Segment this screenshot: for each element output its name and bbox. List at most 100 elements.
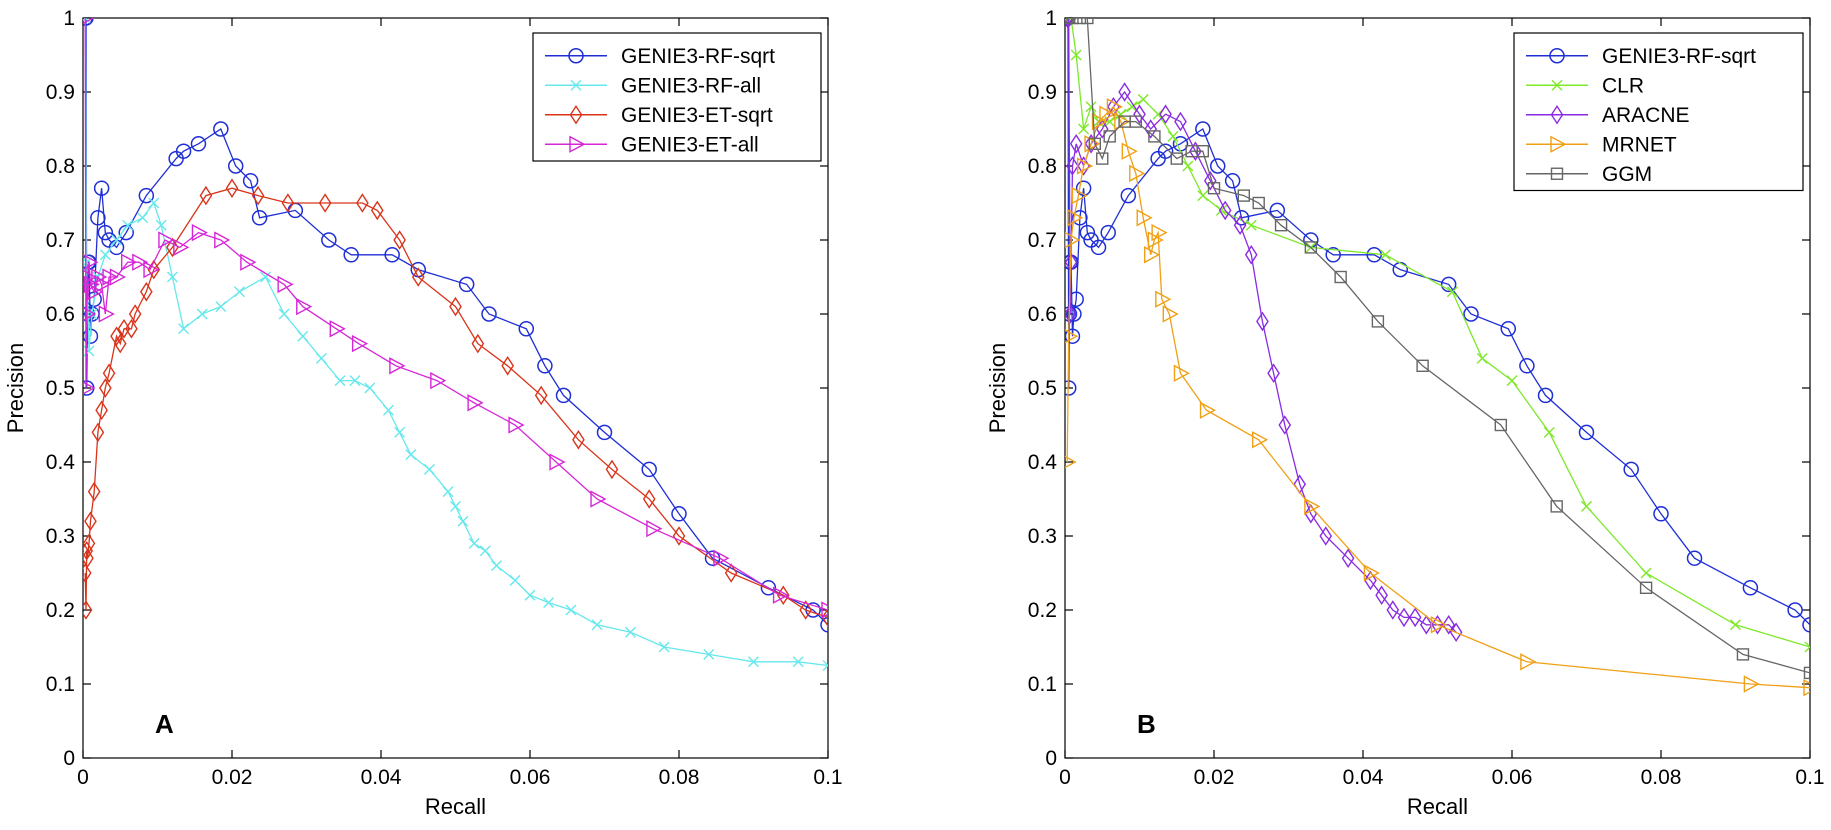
panel-a-series-genie3-et-sqrt-point: [642, 489, 656, 509]
panel-b-series-aracne-point: [1364, 570, 1377, 591]
panel-b-series-aracne-point: [1065, 304, 1077, 324]
panel-b-series-clr-point: [1167, 130, 1179, 142]
panel-a-series-genie3-et-all-point: [389, 357, 406, 375]
panel-a-series-genie3-rf-all-point: [703, 648, 715, 660]
panel-a-series-genie3-et-sqrt-point: [672, 526, 686, 546]
panel-a-ytick-label: 0.1: [46, 673, 75, 696]
panel-b-series-aracne-point: [1256, 311, 1269, 332]
panel-a-series-genie3-et-sqrt-point: [318, 193, 332, 213]
panel-b-series-clr-point: [1078, 123, 1090, 135]
panel-b-ytick-label: 0.2: [1028, 599, 1057, 622]
panel-b-legend-swatch-marker: [1551, 79, 1563, 91]
panel-b-series-mrnet-point: [1065, 231, 1081, 249]
panel-a-series-genie3-et-sqrt-point: [449, 296, 462, 317]
panel-a-series-genie3-et-sqrt-point: [356, 193, 369, 213]
panel-b-series-aracne-point: [1133, 104, 1146, 124]
panel-a-series-genie3-et-all-point: [83, 253, 99, 271]
panel-a-series-genie3-rf-all-point: [405, 449, 417, 461]
panel-b-series-aracne-point: [1319, 526, 1333, 546]
panel-b-ytick-label: 0.9: [1028, 81, 1057, 104]
panel-a-legend-swatch-marker: [569, 104, 583, 125]
panel-b-series-aracne-point: [1174, 111, 1187, 132]
panel-a-series-genie3-rf-all-point: [490, 560, 502, 572]
panel-b-legend-box: [1513, 32, 1804, 192]
panel-b-series-ggm-point: [1334, 270, 1347, 284]
panel-b-ytick-label: 0.5: [1028, 377, 1057, 400]
panel-b-series-clr-point: [1085, 101, 1097, 113]
panel-a-xtick-label: 0: [77, 766, 89, 789]
panel-a-series-genie3-rf-sqrt-point: [518, 321, 535, 337]
panel-a-series-genie3-et-sqrt-point: [139, 282, 153, 302]
panel-b-series-genie3-rf-sqrt-point: [1195, 121, 1211, 137]
panel-b-legend-swatch-marker: [1550, 104, 1564, 125]
panel-b-series-aracne-point: [1386, 600, 1400, 620]
panel-a-y-axis-label: Precision: [3, 343, 28, 433]
panel-a-series-genie3-rf-sqrt-point: [760, 580, 777, 596]
panel-b-series-genie3-rf-sqrt-point: [1686, 550, 1703, 566]
panel-a-series-genie3-rf-all-point: [591, 619, 603, 631]
panel-a-xtick-label: 0.02: [212, 766, 253, 789]
panel-b-legend-swatch-marker: [1550, 135, 1567, 153]
panel-a-plot-area: [83, 18, 828, 671]
panel-b-legend-label: MRNET: [1602, 133, 1677, 156]
panel-a-series-genie3-rf-all-point: [122, 219, 134, 231]
panel-b-series-clr-point: [1070, 49, 1082, 61]
panel-a-x-axis-label: Recall: [425, 794, 486, 819]
panel-b-series-clr-point: [1379, 249, 1391, 261]
panel-b-legend-swatch-marker: [1549, 48, 1565, 64]
panel-b-series-aracne-point: [1375, 585, 1388, 605]
panel-a-ytick-label: 0.4: [46, 451, 76, 474]
panel-a-series-genie3-et-all-point: [158, 231, 175, 249]
panel-b-series-mrnet-line: [1066, 105, 1810, 689]
panel-a-series-genie3-et-all-point: [296, 297, 313, 316]
panel-a-series-genie3-et-sqrt-point: [471, 333, 485, 354]
panel-a-series-genie3-et-sqrt-point: [95, 400, 108, 420]
panel-a-series-genie3-rf-sqrt-point: [384, 247, 400, 263]
panel-a-series-genie3-rf-sqrt-point: [83, 18, 94, 26]
panel-a-series-genie3-et-all-point: [821, 601, 828, 619]
panel-a-series-genie3-rf-sqrt-point: [596, 424, 613, 441]
panel-b-series-ggm-line: [1067, 18, 1810, 674]
panel-a-legend-label: GENIE3-RF-all: [621, 74, 761, 97]
panel-a-ytick-label: 0.3: [46, 525, 75, 548]
panel-a: 0 0.02 0.04 0.06 0.08 0.1 0 0.1 0.2 0.3 0.4 0.5 0.6 0…: [3, 7, 843, 819]
panel-b-series-ggm-point: [1639, 581, 1653, 594]
panel-b-series-aracne-point: [1218, 200, 1232, 221]
panel-b-series-genie3-rf-sqrt-point: [1065, 328, 1081, 344]
panel-a-series-genie3-rf-sqrt-point: [481, 306, 497, 322]
panel-b-series-aracne-point: [1118, 82, 1131, 102]
panel-a-series-genie3-rf-all-point: [450, 500, 461, 512]
panel-b-series-ggm-point: [1252, 196, 1265, 210]
panel-b-series-ggm-point: [1103, 130, 1116, 143]
panel-a-series-genie3-et-all-point: [467, 394, 484, 412]
panel-a-series-genie3-et-all-point: [109, 268, 127, 286]
panel-b-series-clr-point: [1804, 641, 1810, 653]
panel-a-series-genie3-et-all-point: [713, 549, 730, 567]
panel-a-series-genie3-rf-sqrt-point: [242, 173, 259, 189]
panel-a-legend-label: GENIE3-ET-sqrt: [621, 104, 773, 127]
panel-b-ytick-label: 0: [1045, 747, 1057, 770]
panel-b-xtick-label: 0.04: [1343, 766, 1384, 789]
panel-a-series-genie3-et-sqrt-point: [99, 378, 112, 398]
panel-a-legend-box: [532, 32, 822, 162]
panel-b-series-clr-point: [1245, 219, 1257, 231]
panel-a-series-genie3-et-all: [83, 18, 828, 619]
panel-a-series-genie3-et-all-point: [277, 275, 294, 294]
panel-b: 0 0.02 0.04 0.06 0.08 0.1 0 0.1 0.2 0.3 0.4 0.5 0.6 0…: [985, 7, 1825, 819]
panel-a-series-genie3-rf-all-line: [84, 18, 828, 667]
panel-a-series-genie3-et-sqrt-point: [83, 533, 96, 554]
panel-b-series-aracne-point: [1065, 18, 1074, 28]
panel-b-series-ggm-point: [1081, 18, 1094, 25]
panel-a-series-genie3-rf-all-point: [137, 212, 149, 224]
panel-a-series-genie3-rf-all-point: [215, 301, 227, 313]
panel-a-series-genie3-et-sqrt-point: [724, 563, 738, 583]
panel-a-series-genie3-rf-sqrt-point: [555, 387, 572, 404]
panel-b-series-aracne-point: [1144, 119, 1158, 139]
panel-a-series-genie3-et-sqrt-point: [393, 230, 406, 250]
panel-b-series-clr-point: [1446, 286, 1458, 298]
panel-b-ytick-label: 0.6: [1028, 303, 1057, 326]
panel-a-series-genie3-et-sqrt-point: [113, 333, 127, 354]
panel-a-series-genie3-et-all-point: [98, 305, 115, 323]
panel-b-series-ggm-point: [1129, 115, 1142, 128]
panel-b-series-aracne-point: [1066, 156, 1079, 176]
